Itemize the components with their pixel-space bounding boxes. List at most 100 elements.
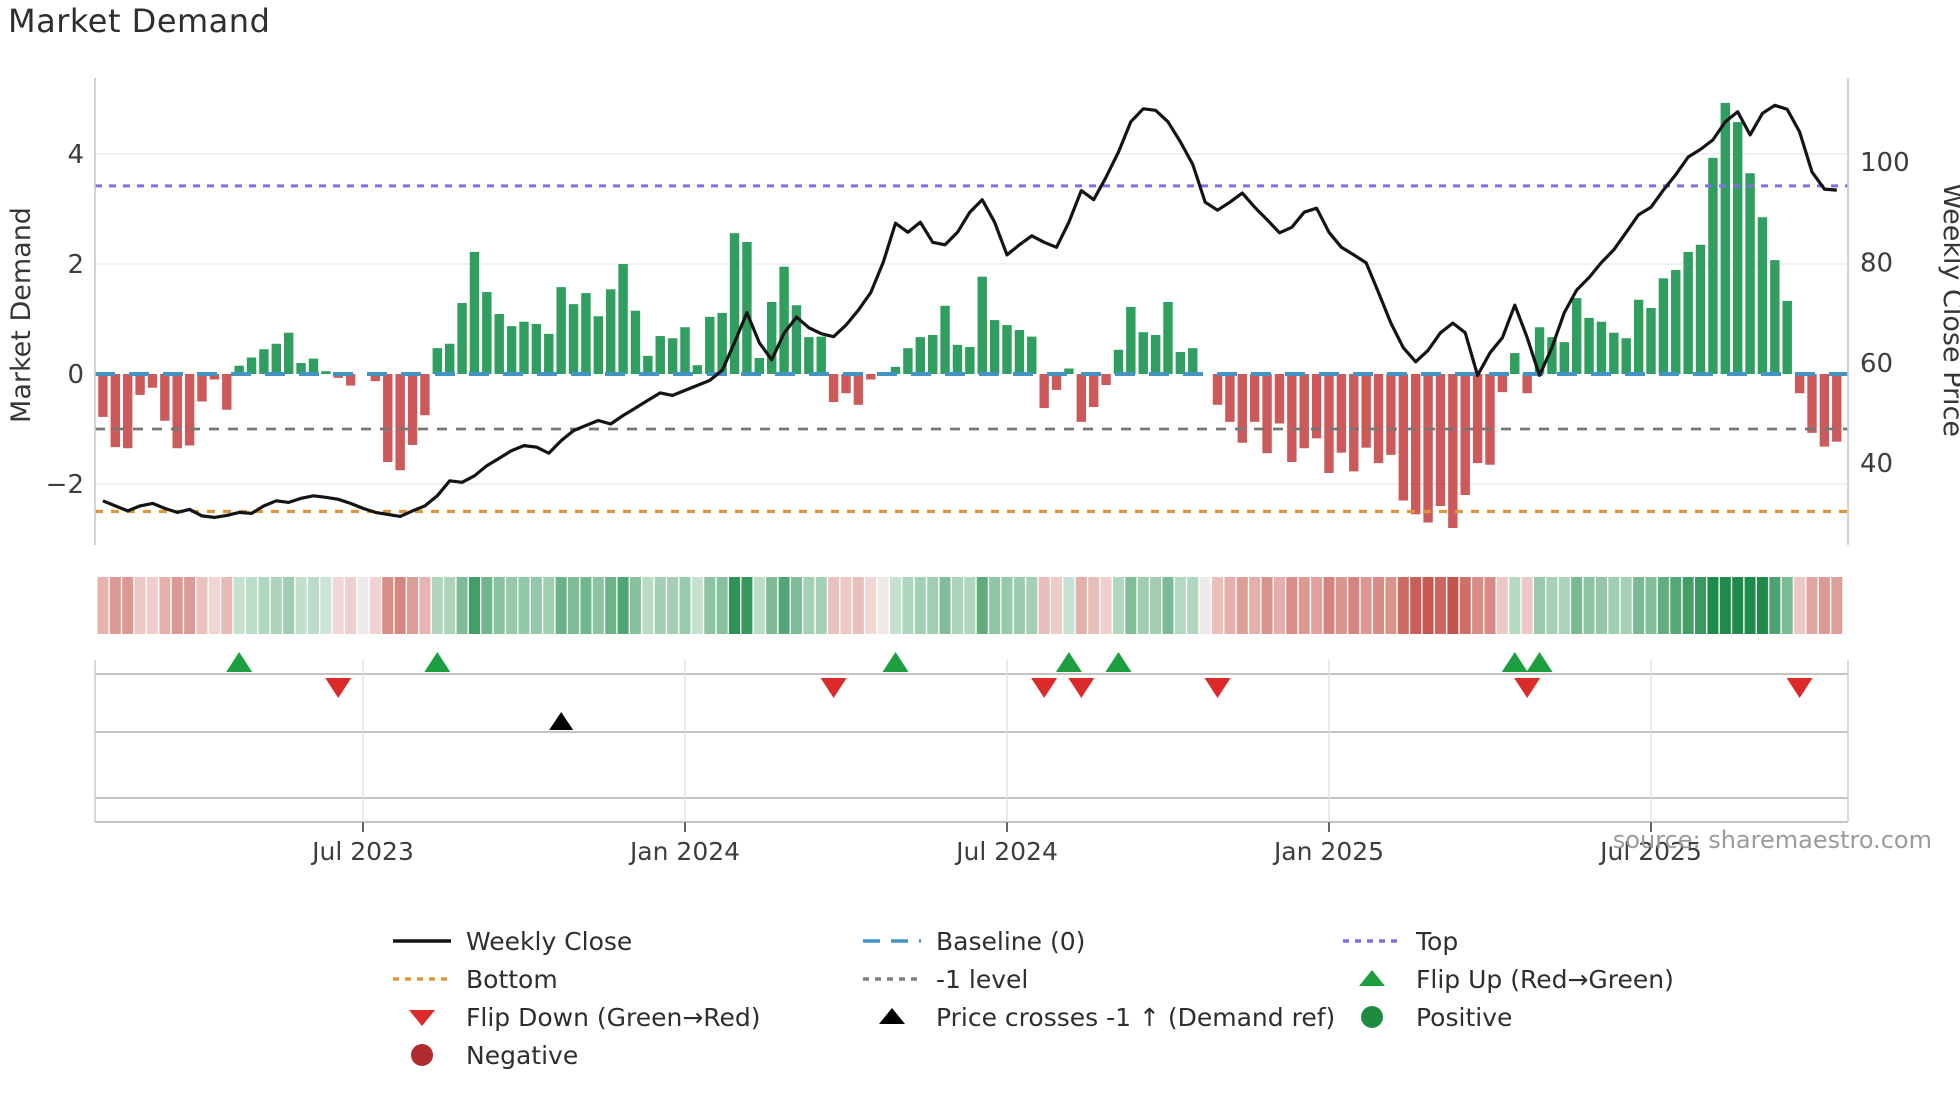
- demand-bar-positive: [296, 363, 306, 374]
- heatmap-cell: [159, 577, 171, 634]
- legend-label: Baseline (0): [936, 926, 1086, 956]
- x-tick-label: Jul 2023: [310, 837, 414, 866]
- demand-bar-positive: [791, 305, 802, 374]
- heatmap-cell: [320, 577, 332, 634]
- demand-bar-positive: [952, 344, 963, 374]
- heatmap-cell: [1484, 577, 1496, 634]
- heatmap-cell: [1063, 577, 1075, 634]
- legend-label: -1 level: [936, 964, 1029, 994]
- demand-bar-positive: [779, 266, 789, 374]
- flip-up-marker: [424, 652, 451, 672]
- heatmap-cell: [1348, 577, 1360, 634]
- heatmap-cell: [1026, 577, 1038, 634]
- legend-symbol: [860, 964, 924, 994]
- legend-label: Positive: [1416, 1002, 1513, 1032]
- heatmap-cell: [122, 577, 134, 634]
- heatmap-cell: [555, 577, 567, 634]
- heatmap-cell: [1298, 577, 1310, 634]
- heatmap-cell: [1794, 577, 1806, 634]
- triangle-up-icon: [1359, 970, 1385, 986]
- demand-bar-positive: [568, 304, 579, 374]
- demand-bar-negative: [1299, 374, 1309, 449]
- heatmap-cell: [1273, 577, 1285, 634]
- heatmap-cell: [394, 577, 406, 634]
- heatmap-cell: [1422, 577, 1434, 634]
- x-tick-label: Jul 2024: [954, 837, 1058, 866]
- heatmap-cell: [146, 577, 158, 634]
- heatmap-cell: [828, 577, 840, 634]
- demand-bar-positive: [544, 333, 554, 374]
- heatmap-cell: [1682, 577, 1694, 634]
- demand-bar-positive: [506, 326, 517, 374]
- legend-symbol: [860, 1002, 924, 1032]
- demand-bar-negative: [1262, 374, 1272, 454]
- demand-bar-negative: [135, 374, 145, 395]
- legend-label: Weekly Close: [466, 926, 633, 956]
- heatmap-cell: [964, 577, 976, 634]
- demand-bar-negative: [1386, 374, 1396, 455]
- line-sample-icon: [393, 977, 451, 981]
- heatmap-cell: [1236, 577, 1248, 634]
- heatmap-cell: [691, 577, 703, 634]
- demand-bar-positive: [321, 371, 331, 374]
- legend-symbol: [390, 1002, 454, 1032]
- demand-bar-negative: [1076, 374, 1087, 422]
- heatmap-cell: [382, 577, 394, 634]
- legend-symbol-shape: [411, 1044, 433, 1066]
- heatmap-cell: [1373, 577, 1385, 634]
- demand-bar-positive: [618, 264, 628, 374]
- demand-bar-negative: [1349, 374, 1359, 472]
- heatmap-cell: [221, 577, 233, 634]
- demand-bar-positive: [1534, 327, 1545, 374]
- heatmap-cell: [1125, 577, 1137, 634]
- heatmap-cell: [1571, 577, 1583, 634]
- demand-bar-positive: [1163, 301, 1173, 374]
- heatmap-cell: [246, 577, 258, 634]
- x-tick-label: Jan 2025: [1272, 837, 1384, 866]
- legend-symbol: [390, 1040, 454, 1070]
- demand-bar-positive: [519, 321, 529, 374]
- line-sample-icon: [863, 939, 921, 943]
- demand-bar-negative: [383, 374, 393, 462]
- demand-bar-positive: [234, 365, 244, 374]
- legend-label: Negative: [466, 1040, 579, 1070]
- heatmap-cell: [877, 577, 889, 634]
- legend-item: Bottom: [390, 960, 761, 998]
- demand-bar-positive: [259, 349, 269, 374]
- heatmap-cell: [976, 577, 988, 634]
- demand-bar-negative: [1051, 374, 1062, 390]
- heatmap-cell: [233, 577, 245, 634]
- demand-bar-positive: [246, 357, 257, 374]
- right-tick-label: 100: [1860, 148, 1910, 178]
- heatmap-cell: [939, 577, 951, 634]
- demand-bar-positive: [729, 233, 740, 374]
- demand-bar-negative: [1311, 374, 1322, 439]
- demand-bar-negative: [1423, 374, 1433, 523]
- heatmap-cell: [1075, 577, 1087, 634]
- heatmap-cell: [679, 577, 691, 634]
- heatmap-cell: [592, 577, 604, 634]
- heatmap-cell: [1496, 577, 1508, 634]
- heatmap-cell: [642, 577, 654, 634]
- heatmap-cell: [1459, 577, 1471, 634]
- demand-bar-negative: [147, 374, 158, 388]
- demand-bar-negative: [1807, 374, 1817, 433]
- heatmap-cell: [1286, 577, 1298, 634]
- demand-bar-positive: [1571, 298, 1582, 374]
- demand-bar-positive: [977, 276, 987, 374]
- heatmap-cell: [171, 577, 183, 634]
- heatmap-cell: [1360, 577, 1372, 634]
- demand-bar-negative: [1249, 374, 1260, 422]
- heatmap-cell: [1645, 577, 1657, 634]
- heatmap-cell: [97, 577, 109, 634]
- demand-bar-negative: [209, 374, 220, 380]
- heatmap-cell: [1397, 577, 1409, 634]
- weekly-close-line: [102, 103, 1837, 520]
- heatmap-cell: [407, 577, 419, 634]
- heatmap-cell: [1162, 577, 1174, 634]
- legend-item: Price crosses -1 ↑ (Demand ref): [860, 998, 1335, 1036]
- right-tick-label: 40: [1860, 449, 1893, 479]
- demand-bar-negative: [1274, 374, 1285, 424]
- legend-symbol: [390, 926, 454, 956]
- flip-down-marker: [1031, 678, 1058, 698]
